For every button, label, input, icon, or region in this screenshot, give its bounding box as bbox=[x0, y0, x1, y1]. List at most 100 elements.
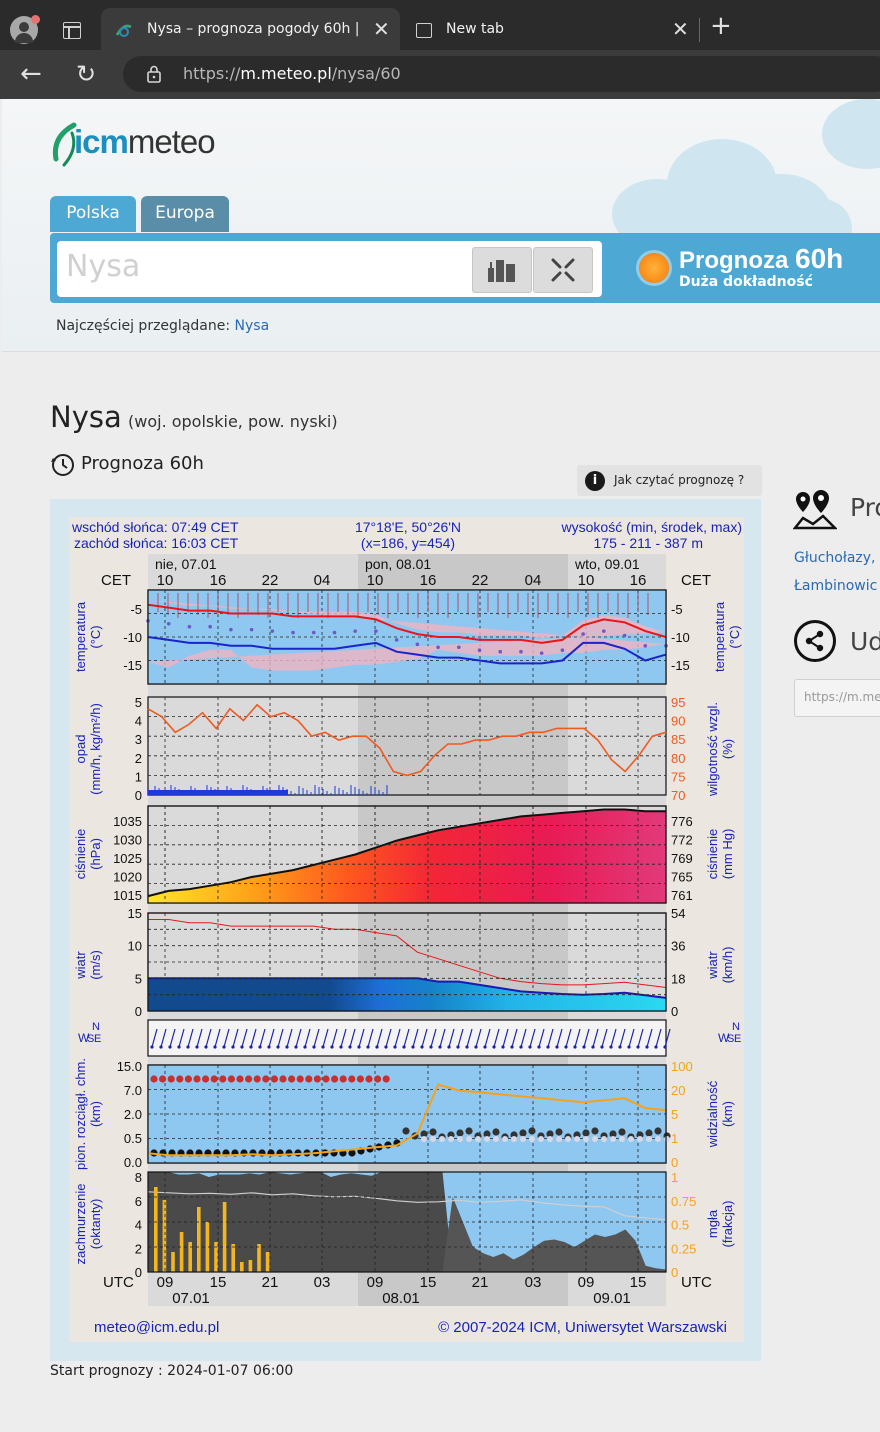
cloud-tick-left: 8 bbox=[135, 1170, 142, 1185]
vis-tick-left: 2.0 bbox=[124, 1107, 142, 1122]
dewpoint-dot bbox=[643, 644, 648, 648]
fog-bar bbox=[214, 1242, 218, 1272]
tab-new[interactable]: New tab ✕ bbox=[400, 8, 698, 50]
cloud-top-dot bbox=[159, 1075, 167, 1083]
day-label-bottom: 07.01 bbox=[172, 1290, 210, 1307]
dewpoint-dot bbox=[229, 627, 233, 632]
humidity-line bbox=[147, 703, 667, 777]
reload-icon[interactable]: ↻ bbox=[76, 60, 97, 88]
wind-arrow-icon bbox=[394, 1028, 401, 1048]
locate-button[interactable] bbox=[533, 247, 593, 293]
pressure-tick-left: 1015 bbox=[113, 888, 142, 903]
wind-arrow-head bbox=[267, 1045, 271, 1049]
day-label-top: pon, 08.01 bbox=[365, 556, 431, 572]
cloud-base-dot bbox=[618, 1128, 626, 1136]
share-icon bbox=[794, 620, 836, 662]
wind-label-right-text: wiatr bbox=[705, 951, 720, 980]
humidity-tick-right: 75 bbox=[671, 769, 685, 784]
icm-favicon-icon bbox=[115, 24, 132, 37]
search-input[interactable]: Nysa bbox=[66, 249, 141, 284]
share-url-text: https://m.me bbox=[804, 690, 880, 704]
hour-label-top: 04 bbox=[314, 572, 331, 589]
wind-arrow-icon bbox=[214, 1028, 221, 1048]
wind-arrow-icon bbox=[322, 1028, 329, 1048]
city-search-button[interactable] bbox=[472, 247, 532, 293]
most-viewed-link[interactable]: Nysa bbox=[234, 318, 270, 334]
cloud-top-dot bbox=[382, 1075, 390, 1083]
wind-arrow-icon bbox=[259, 1028, 266, 1048]
cloud-base-dot bbox=[546, 1130, 554, 1138]
precip-label-left: opad (mm/h, kg/m²/h) bbox=[73, 703, 103, 795]
cloud-base-light-dot bbox=[556, 1136, 562, 1142]
cloud-top-dot bbox=[253, 1075, 261, 1083]
hour-label-bottom: 21 bbox=[262, 1274, 279, 1291]
url-text[interactable]: https://m.meteo.pl/nysa/60 bbox=[183, 64, 401, 83]
tab-polska[interactable]: Polska bbox=[50, 196, 136, 232]
pressure-line bbox=[147, 808, 666, 898]
site-logo[interactable]: icmmeteo bbox=[50, 117, 240, 173]
fog-tick-right: 0.75 bbox=[671, 1194, 696, 1209]
meteogram: wschód słońca: 07:49 CET zachód słońca: … bbox=[69, 517, 744, 1342]
hour-label-top: 22 bbox=[472, 572, 489, 589]
dewpoint-dot bbox=[270, 629, 275, 633]
back-arrow-icon[interactable]: ← bbox=[20, 59, 42, 89]
cloud-top-dot bbox=[202, 1075, 210, 1083]
cloud-base-dot bbox=[492, 1128, 500, 1136]
location-title: Nysa bbox=[50, 400, 122, 434]
wind-arrow-icon bbox=[475, 1028, 482, 1048]
cloud-top-dot bbox=[305, 1075, 313, 1083]
tab-europa[interactable]: Europa bbox=[141, 196, 229, 232]
wind-arrow-icon bbox=[538, 1028, 545, 1048]
cloud-base-light-dot bbox=[574, 1136, 580, 1142]
new-tab-plus-icon[interactable]: + bbox=[710, 11, 732, 41]
close-tab-icon[interactable]: ✕ bbox=[373, 17, 390, 41]
tab-active[interactable]: Nysa – prognoza pogody 60h | ICM ✕ bbox=[101, 8, 400, 50]
cloud-top-dot bbox=[339, 1075, 347, 1083]
wind-arrow-head bbox=[456, 1045, 460, 1049]
visibility-label-right-text: widzialność bbox=[705, 1080, 720, 1148]
vis-tick-left: 0.5 bbox=[124, 1131, 142, 1146]
tab-actions-icon[interactable] bbox=[63, 22, 81, 39]
address-bar[interactable] bbox=[123, 56, 880, 92]
wind-arrow-icon bbox=[304, 1028, 311, 1048]
wind-arrow-head bbox=[402, 1045, 406, 1049]
wind-arrow-head bbox=[339, 1045, 343, 1049]
wind-arrow-icon bbox=[484, 1028, 491, 1048]
sun-icon bbox=[639, 253, 669, 283]
wind-arrow-head bbox=[546, 1045, 550, 1049]
wind-arrow-icon bbox=[457, 1028, 464, 1048]
hour-label-bottom: 15 bbox=[420, 1274, 437, 1291]
sidebar-link[interactable]: Głuchołazy, bbox=[794, 550, 876, 566]
cloud-base-dot bbox=[348, 1149, 356, 1157]
crosshair-arrows-icon bbox=[551, 258, 575, 282]
new-tab-favicon-icon bbox=[416, 23, 432, 38]
wind-arrow-head bbox=[654, 1045, 658, 1049]
cloud-base-light-dot bbox=[637, 1136, 643, 1142]
wind-arrow-icon bbox=[466, 1028, 473, 1048]
wind-arrow-head bbox=[249, 1045, 253, 1049]
precip-panel bbox=[147, 696, 667, 796]
temp-range-band bbox=[148, 600, 666, 671]
dewpoint-dot bbox=[560, 648, 565, 653]
share-url-field[interactable]: https://m.me bbox=[794, 679, 880, 717]
temp-label-left: temperatura (°C) bbox=[73, 601, 103, 672]
close-tab-icon[interactable]: ✕ bbox=[672, 17, 689, 41]
wind-arrow-head bbox=[258, 1045, 262, 1049]
profile-avatar[interactable] bbox=[10, 15, 40, 44]
footer-email[interactable]: meteo@icm.edu.pl bbox=[94, 1319, 219, 1336]
wind-arrow-head bbox=[501, 1045, 505, 1049]
tab-divider bbox=[699, 18, 700, 42]
sidebar-link[interactable]: Łambinowic bbox=[794, 578, 878, 594]
fog-label-right-text: mgła bbox=[705, 1209, 720, 1238]
wind-arrow-head bbox=[285, 1045, 289, 1049]
wind-arrow-icon bbox=[331, 1028, 338, 1048]
hour-label-bottom: 09 bbox=[367, 1274, 384, 1291]
browser-tabstrip: Nysa – prognoza pogody 60h | ICM ✕ New t… bbox=[0, 0, 880, 50]
howto-button[interactable] bbox=[577, 465, 762, 496]
cloud-top-dot bbox=[279, 1075, 287, 1083]
cloud-base-dot bbox=[420, 1130, 428, 1138]
hour-label-top: 10 bbox=[578, 572, 595, 589]
temp-max-line bbox=[147, 603, 667, 644]
